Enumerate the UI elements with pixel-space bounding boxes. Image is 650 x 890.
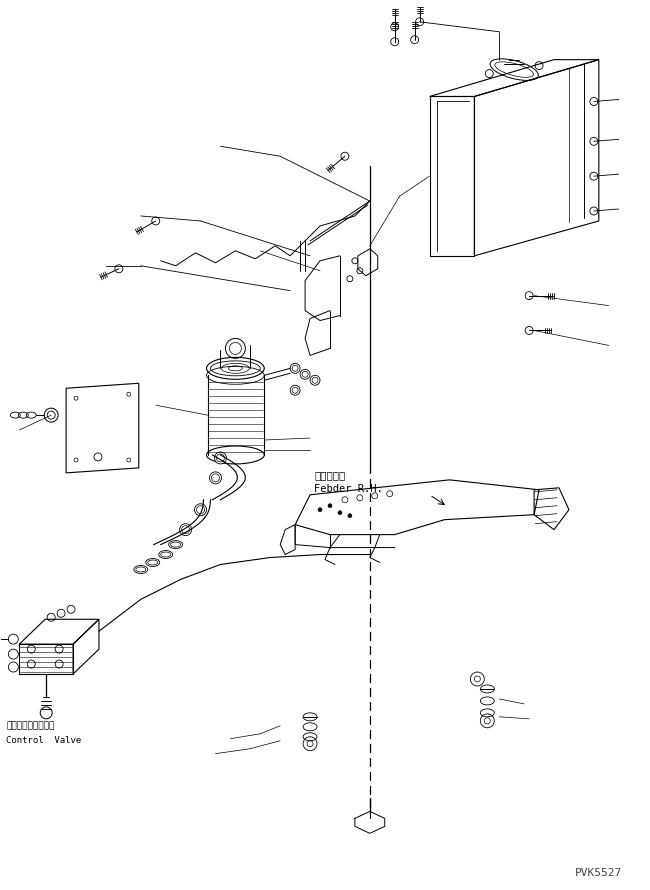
Circle shape bbox=[338, 511, 342, 514]
Circle shape bbox=[214, 452, 226, 464]
Text: フェンダ右: フェンダ右 bbox=[314, 470, 345, 480]
Text: PVK5527: PVK5527 bbox=[575, 868, 622, 878]
Circle shape bbox=[194, 504, 207, 515]
Circle shape bbox=[179, 523, 192, 536]
Text: コントロールバルブ: コントロールバルブ bbox=[6, 722, 55, 731]
Circle shape bbox=[348, 514, 352, 518]
Circle shape bbox=[209, 472, 222, 484]
Text: Febder R.H.: Febder R.H. bbox=[314, 484, 383, 494]
Circle shape bbox=[328, 504, 332, 507]
Circle shape bbox=[318, 507, 322, 512]
Text: Control  Valve: Control Valve bbox=[6, 736, 82, 745]
